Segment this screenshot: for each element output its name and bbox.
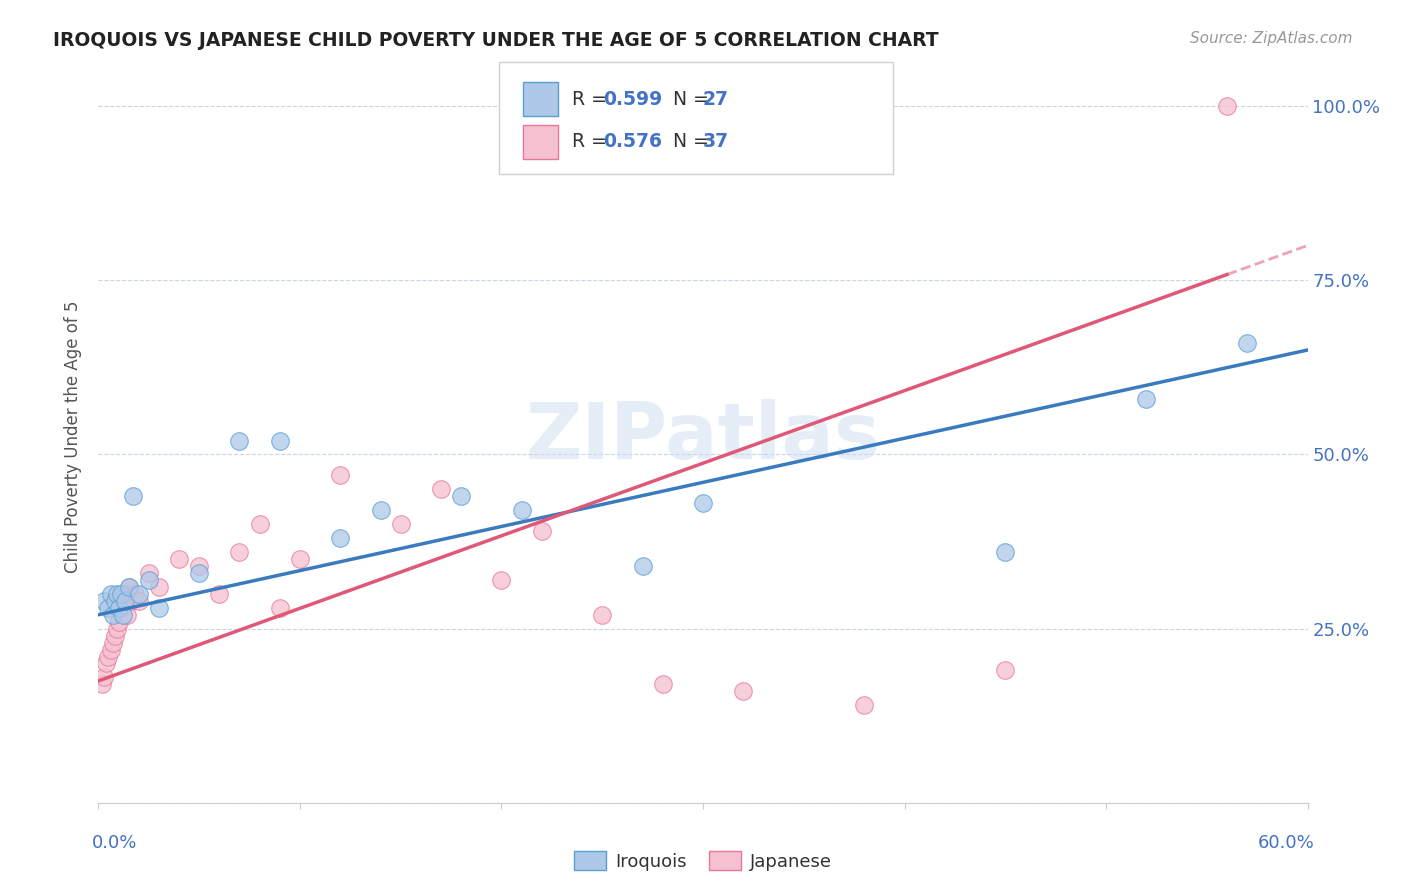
Point: [228, 545, 250, 559]
Point: [105, 622, 128, 636]
Point: [651, 677, 673, 691]
Point: [269, 600, 291, 615]
Point: [1236, 336, 1258, 351]
Point: [491, 573, 513, 587]
Point: [101, 607, 124, 622]
Point: [93, 670, 115, 684]
Point: [631, 558, 654, 573]
Point: [107, 600, 129, 615]
Point: [692, 496, 714, 510]
Point: [110, 600, 132, 615]
Point: [188, 558, 211, 573]
Point: [228, 434, 250, 448]
Legend: Iroquois, Japanese: Iroquois, Japanese: [567, 844, 839, 878]
Point: [105, 587, 128, 601]
Point: [167, 552, 190, 566]
Text: 27: 27: [703, 89, 728, 109]
Point: [1216, 99, 1239, 113]
Point: [128, 587, 150, 601]
Text: N =: N =: [673, 89, 716, 109]
Point: [370, 503, 392, 517]
Point: [853, 698, 876, 713]
Point: [100, 587, 122, 601]
Text: R =: R =: [572, 89, 613, 109]
Point: [121, 489, 143, 503]
Y-axis label: Child Poverty Under the Age of 5: Child Poverty Under the Age of 5: [65, 301, 83, 574]
Point: [138, 566, 160, 580]
Point: [128, 594, 150, 608]
Point: [1135, 392, 1157, 406]
Point: [114, 594, 136, 608]
Point: [111, 594, 134, 608]
Point: [120, 594, 142, 608]
Text: IROQUOIS VS JAPANESE CHILD POVERTY UNDER THE AGE OF 5 CORRELATION CHART: IROQUOIS VS JAPANESE CHILD POVERTY UNDER…: [53, 31, 939, 50]
Text: N =: N =: [673, 132, 716, 152]
Point: [93, 594, 115, 608]
Point: [103, 594, 125, 608]
Point: [103, 629, 125, 643]
Point: [329, 531, 352, 545]
Point: [97, 649, 120, 664]
Point: [733, 684, 755, 698]
Point: [91, 677, 114, 691]
Text: R =: R =: [572, 132, 613, 152]
Point: [389, 517, 412, 532]
Text: 0.599: 0.599: [603, 89, 662, 109]
Point: [138, 573, 160, 587]
Point: [530, 524, 553, 538]
Point: [100, 642, 122, 657]
Point: [430, 483, 453, 497]
Point: [188, 566, 211, 580]
Point: [994, 545, 1017, 559]
Point: [118, 580, 141, 594]
Point: [269, 434, 291, 448]
Point: [101, 635, 124, 649]
Point: [115, 607, 138, 622]
Text: 60.0%: 60.0%: [1258, 834, 1315, 852]
Point: [148, 600, 170, 615]
Point: [329, 468, 352, 483]
Text: 37: 37: [703, 132, 730, 152]
Text: 0.0%: 0.0%: [91, 834, 136, 852]
Point: [96, 657, 118, 671]
Text: ZIPatlas: ZIPatlas: [526, 399, 880, 475]
Point: [118, 580, 141, 594]
Point: [114, 587, 136, 601]
Text: 0.576: 0.576: [603, 132, 662, 152]
Point: [510, 503, 533, 517]
Point: [249, 517, 271, 532]
Point: [97, 600, 120, 615]
Point: [110, 587, 132, 601]
Point: [591, 607, 613, 622]
Point: [148, 580, 170, 594]
Text: Source: ZipAtlas.com: Source: ZipAtlas.com: [1189, 31, 1353, 46]
Point: [107, 615, 129, 629]
Point: [208, 587, 231, 601]
Point: [450, 489, 472, 503]
Point: [288, 552, 311, 566]
Point: [124, 587, 146, 601]
Point: [111, 607, 134, 622]
Point: [994, 664, 1017, 678]
